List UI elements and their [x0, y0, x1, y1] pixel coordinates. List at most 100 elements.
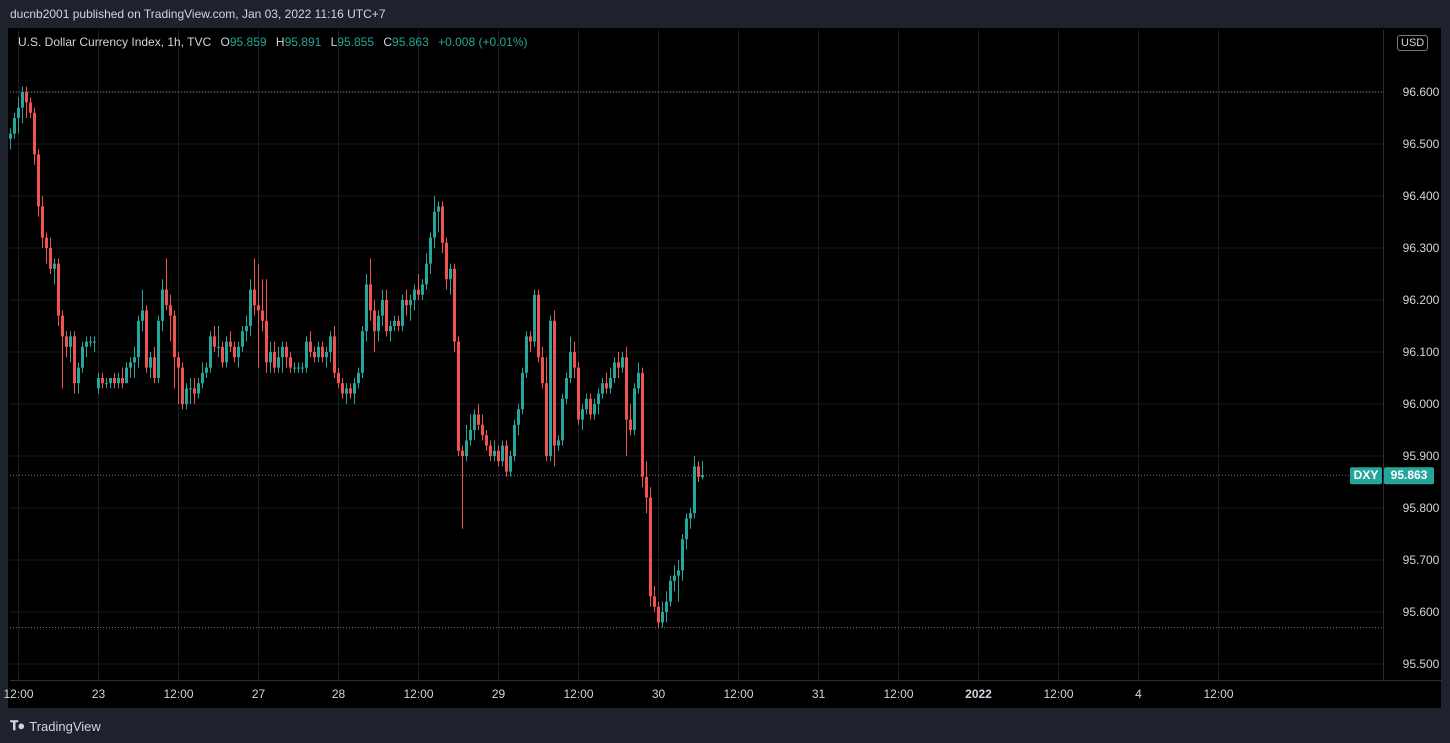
candle-body: [317, 346, 320, 358]
candle: [337, 367, 340, 389]
candle: [613, 357, 616, 384]
y-tick-label: 96.200: [1403, 293, 1440, 307]
candle: [441, 201, 444, 254]
candle: [633, 383, 636, 436]
candle-body: [677, 570, 680, 576]
candle: [525, 331, 528, 378]
candle-body: [485, 435, 488, 446]
candle-body: [409, 300, 412, 306]
candle: [649, 487, 652, 607]
candle-body: [561, 398, 564, 441]
candle-body: [73, 336, 76, 384]
candle: [521, 367, 524, 415]
candle-body: [453, 268, 456, 342]
candle-body: [57, 263, 60, 316]
x-tick-label: 12:00: [1203, 687, 1233, 701]
candle-body: [573, 352, 576, 368]
candle: [53, 258, 56, 285]
candle: [537, 289, 540, 363]
candle: [229, 331, 232, 352]
candle-body: [513, 424, 516, 456]
candle: [113, 372, 116, 389]
currency-badge[interactable]: USD: [1397, 35, 1429, 51]
candle-body: [309, 341, 312, 352]
candle: [601, 378, 604, 399]
candle: [13, 112, 16, 139]
candle: [133, 346, 136, 378]
candle: [49, 237, 52, 274]
close-label: C: [383, 35, 393, 49]
open-value: 95.859: [229, 35, 267, 49]
candle-body: [693, 466, 696, 514]
candle-body: [89, 341, 92, 343]
candle-body: [229, 341, 232, 347]
candle: [109, 378, 112, 389]
candle-body: [41, 206, 44, 238]
candle: [29, 97, 32, 118]
candle: [293, 362, 296, 373]
candle: [365, 274, 368, 342]
candle: [621, 352, 624, 373]
candle-body: [13, 118, 16, 134]
tradingview-logo[interactable]: 𝐓● TradingView: [10, 718, 101, 734]
x-tick-label: 12:00: [163, 687, 193, 701]
candle-body: [381, 300, 384, 316]
candle-body: [377, 315, 380, 332]
candle-body: [441, 206, 444, 243]
candle: [149, 352, 152, 378]
candle-body: [585, 398, 588, 410]
candle-body: [605, 383, 608, 389]
candle: [153, 346, 156, 384]
candle-body: [489, 445, 492, 456]
candle-body: [469, 430, 472, 441]
candle: [77, 362, 80, 394]
candle: [41, 196, 44, 248]
candle-body: [277, 357, 280, 368]
chart-frame[interactable]: [8, 28, 1441, 708]
x-tick-label: 30: [652, 687, 666, 701]
candle: [589, 393, 592, 420]
candle: [605, 372, 608, 394]
y-tick-label: 95.500: [1403, 657, 1440, 671]
candle-body: [165, 289, 168, 306]
candle: [169, 294, 172, 342]
candle-body: [313, 352, 316, 358]
high-value: 95.891: [284, 35, 322, 49]
candle: [125, 362, 128, 384]
change-value: +0.008 (+0.01%): [438, 35, 528, 49]
candle-body: [593, 404, 596, 415]
candle-body: [33, 112, 36, 155]
candle-body: [181, 367, 184, 404]
candle: [377, 310, 380, 342]
candle-body: [517, 409, 520, 425]
candle-body: [121, 378, 124, 384]
symbol-name: U.S. Dollar Currency Index, 1h, TVC: [18, 35, 212, 49]
candle: [477, 404, 480, 430]
candle-body: [193, 388, 196, 394]
candle-body: [669, 580, 672, 602]
candle-body: [633, 388, 636, 430]
candle: [269, 341, 272, 373]
candle: [273, 341, 276, 373]
candle-body: [125, 367, 128, 384]
candle-body: [337, 372, 340, 384]
candle-body: [301, 367, 304, 369]
candle-body: [133, 357, 136, 363]
candle-body: [325, 352, 328, 358]
candle: [385, 289, 388, 337]
candle-body: [521, 372, 524, 410]
candle-body: [69, 336, 72, 347]
candle: [565, 372, 568, 404]
candle-body: [293, 367, 296, 369]
candle-body: [265, 320, 268, 363]
candle: [9, 128, 12, 150]
candle: [89, 336, 92, 347]
candle-body: [93, 341, 96, 343]
candle-body: [353, 383, 356, 394]
candle: [445, 237, 448, 290]
candle-body: [209, 336, 212, 368]
candle: [321, 341, 324, 363]
candle: [577, 362, 580, 425]
candle: [61, 310, 64, 389]
